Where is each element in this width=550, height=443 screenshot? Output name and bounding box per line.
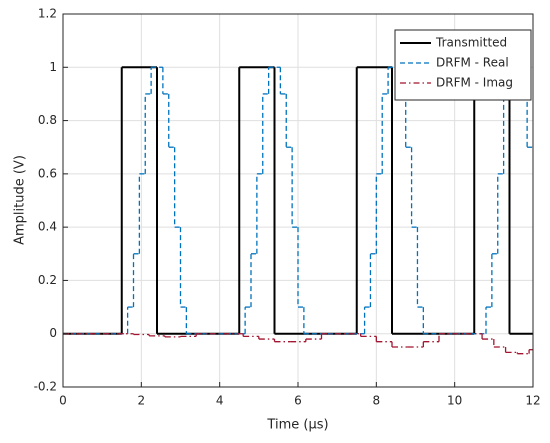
y-tick-label: 0.2 — [38, 273, 57, 287]
x-tick-label: 2 — [138, 394, 146, 408]
y-tick-label: -0.2 — [34, 380, 57, 394]
legend: Transmitted DRFM - Real DRFM - Imag — [394, 29, 532, 101]
x-tick-label: 6 — [294, 394, 302, 408]
plot — [63, 66, 533, 355]
x-tick-label: 10 — [447, 394, 462, 408]
legend-label: DRFM - Imag — [436, 76, 513, 90]
x-tick-label: 4 — [216, 394, 224, 408]
x-tick-label: 12 — [525, 394, 540, 408]
x-axis-label: Time (μs) — [266, 418, 328, 433]
legend-box — [394, 29, 532, 101]
y-tick-label: 1.2 — [38, 7, 57, 21]
x-tick-label: 8 — [373, 394, 381, 408]
legend-label: DRFM - Real — [436, 56, 509, 70]
legend-label: Transmitted — [435, 36, 507, 50]
y-tick-label: 0.4 — [38, 220, 57, 234]
y-tick-label: 1 — [49, 60, 57, 74]
y-axis-label: Amplitude (V) — [13, 155, 28, 245]
y-tick-label: 0.8 — [38, 113, 57, 127]
y-tick-label: 0 — [49, 326, 57, 340]
y-tick-label: 0.6 — [38, 166, 57, 180]
x-tick-label: 0 — [59, 394, 67, 408]
